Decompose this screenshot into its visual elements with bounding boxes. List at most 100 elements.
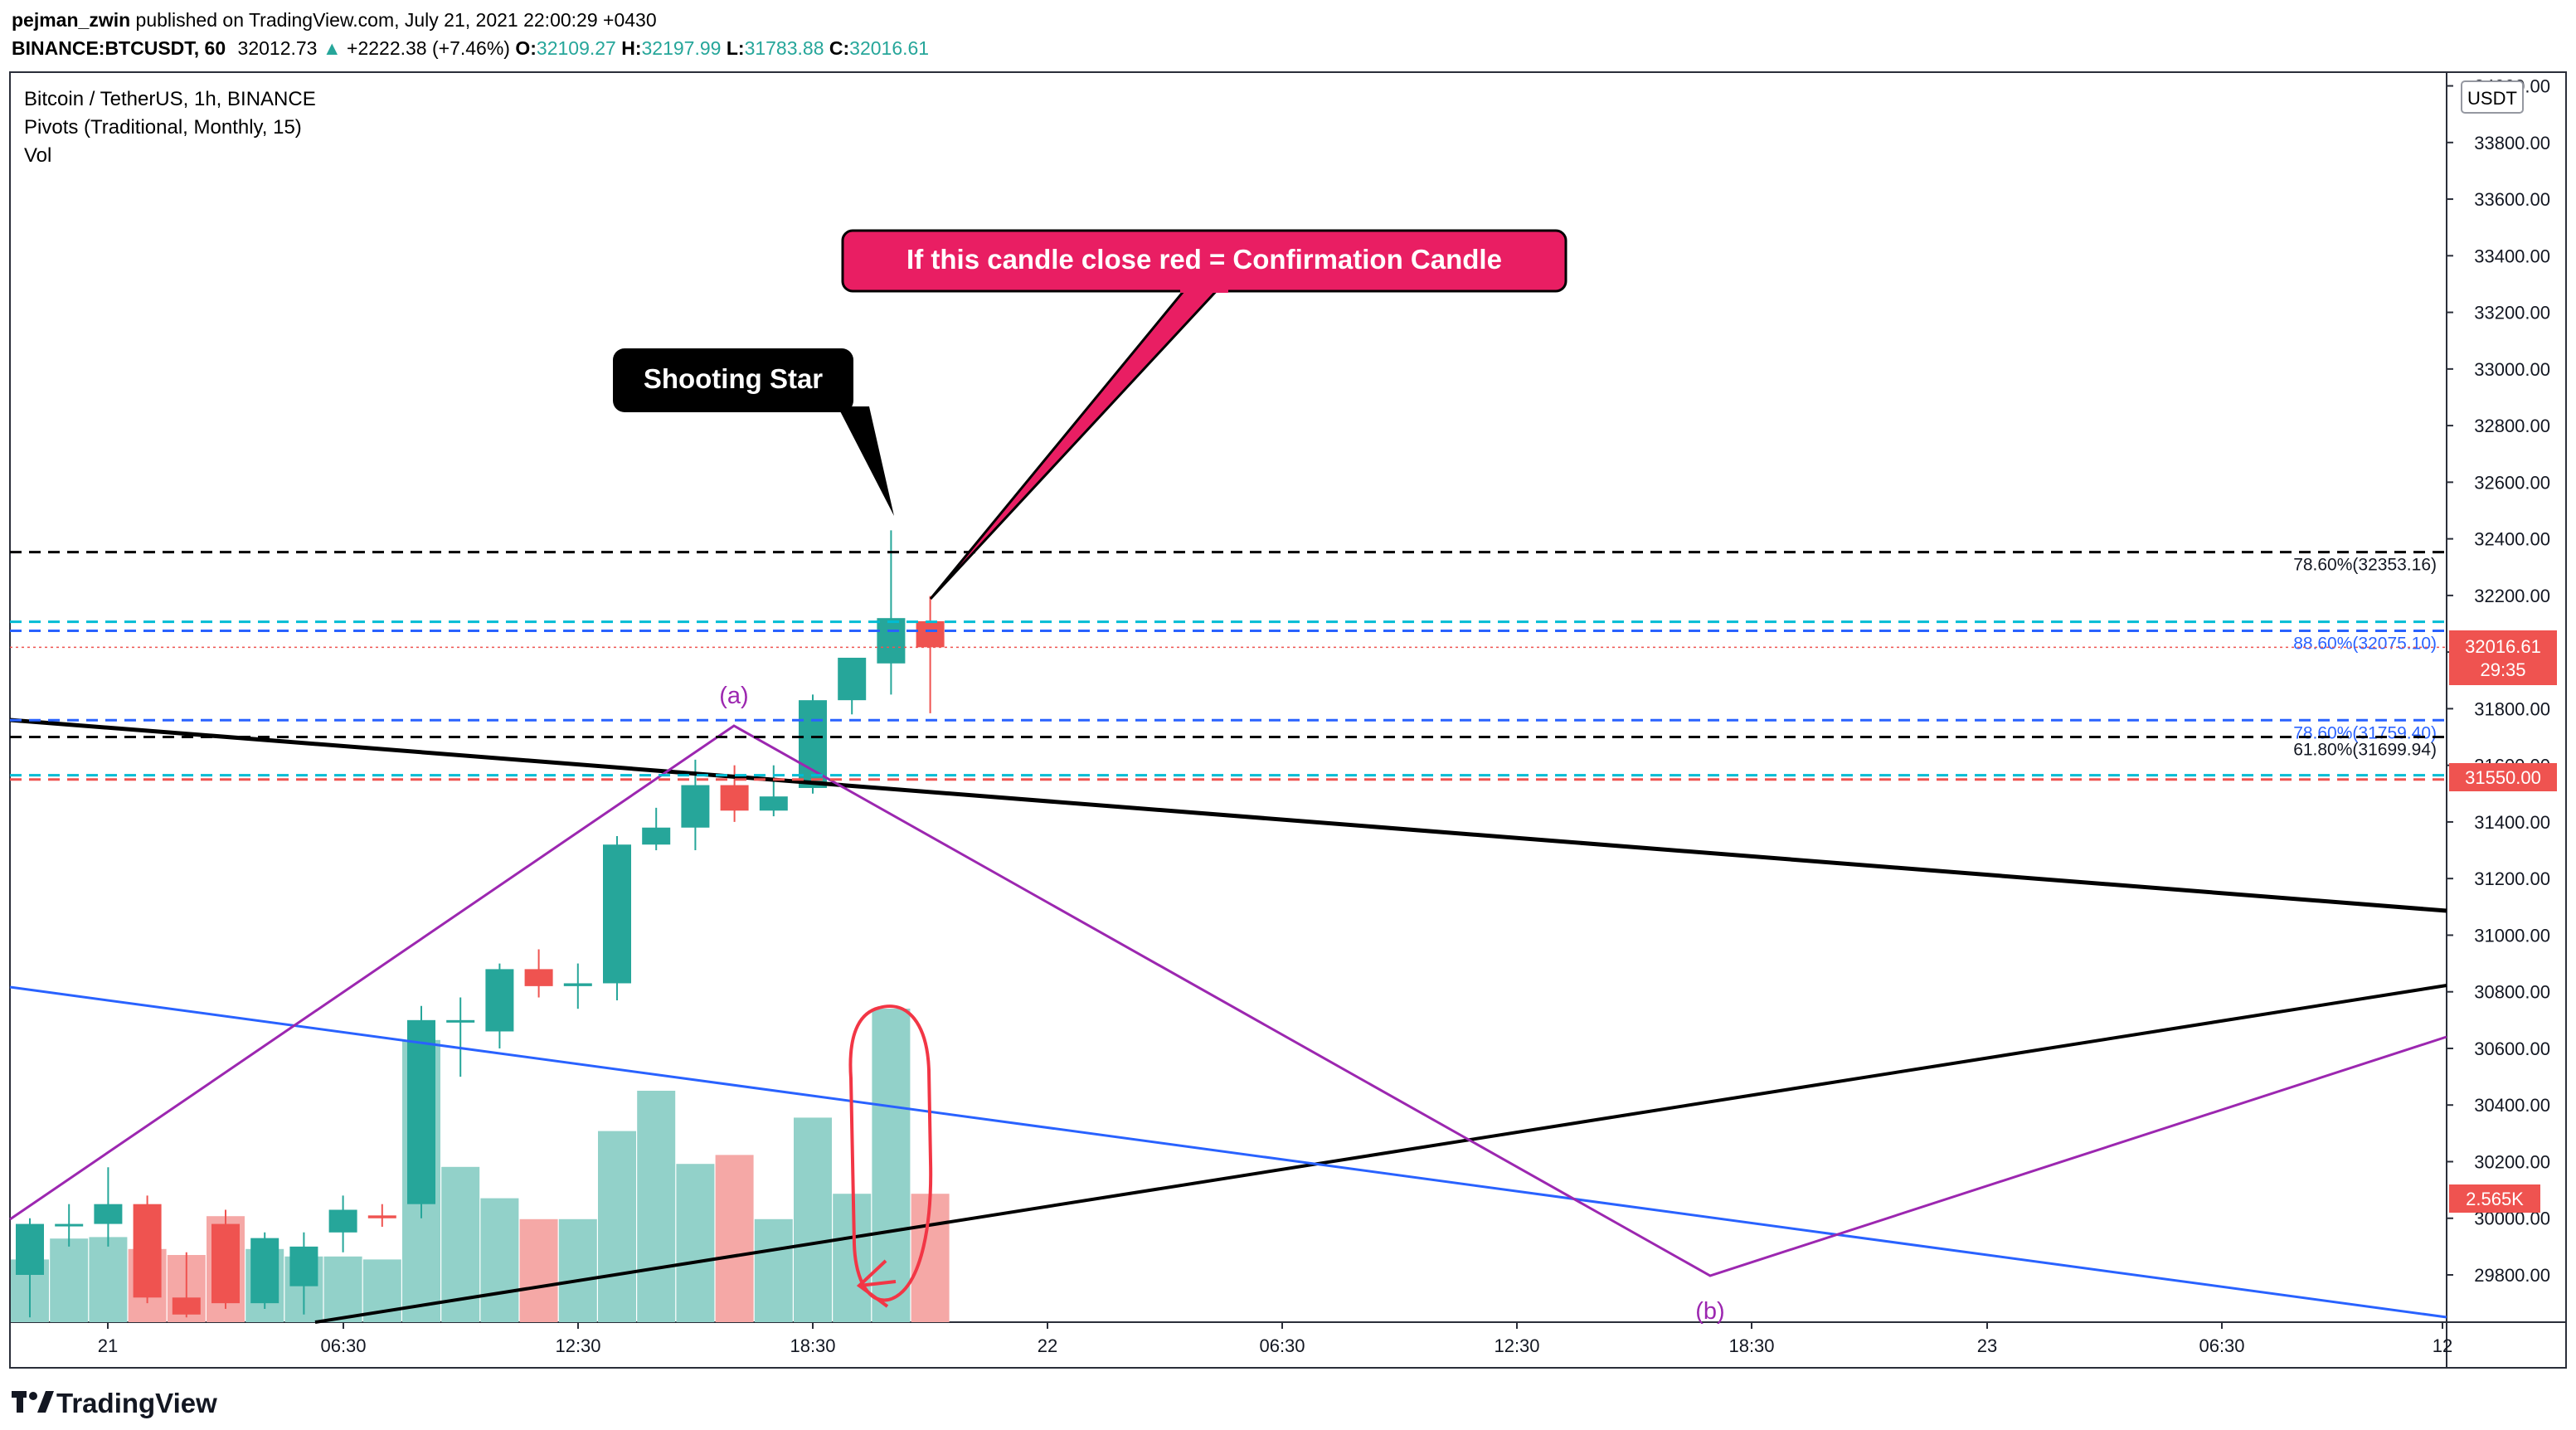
legend-volume[interactable]: Vol: [24, 144, 51, 167]
candle-5: [211, 1209, 240, 1309]
y-tick-label-14: 32600.00: [2474, 472, 2550, 493]
candle-18: [720, 765, 749, 822]
time-axis[interactable]: 21 06:30 12:30 18:30 22 06:30 12:30 18:30 23 06:3…: [98, 1322, 2452, 1356]
last-price-tag-value: 32016.61: [2465, 636, 2541, 657]
candle-body-20: [799, 700, 827, 788]
candle-4: [172, 1252, 201, 1318]
ascending-trend-line: [314, 984, 2447, 1324]
volume-bar-21: [833, 1194, 872, 1322]
high-value: 32197.99: [642, 37, 722, 59]
candle-10: [407, 1005, 435, 1218]
pivot-price-tag-value: 31550.00: [2465, 767, 2541, 788]
candle-body-10: [407, 1019, 435, 1204]
volume-bar-14: [558, 1218, 597, 1322]
tv-logo-mark-stem: [17, 1391, 23, 1413]
volume-tag-value: 2.565K: [2466, 1189, 2524, 1209]
x-tick-label-7: 18:30: [1728, 1335, 1774, 1356]
candle-body-6: [250, 1238, 279, 1304]
close-label: C:: [829, 37, 849, 59]
last-price-tag-bg: [2449, 630, 2557, 685]
y-tick-label-19: 33600.00: [2474, 189, 2550, 210]
volume-bar-19: [754, 1218, 793, 1322]
candle-body-23: [916, 620, 945, 648]
y-tick-label-7: 31200.00: [2474, 868, 2550, 889]
y-tick-label-6: 31000.00: [2474, 925, 2550, 946]
open-label: O:: [515, 37, 537, 59]
level-label-2: 88.60%(32075.10): [2293, 635, 2437, 654]
shooting-star-text: Shooting Star: [644, 363, 823, 394]
y-tick-label-17: 33200.00: [2474, 303, 2550, 323]
shooting-star-callout[interactable]: Shooting Star: [613, 348, 894, 516]
legend-pivots[interactable]: Pivots (Traditional, Monthly, 15): [24, 116, 302, 139]
publisher-line: pejman_zwin published on TradingView.com…: [12, 9, 657, 31]
ohlc-line: BINANCE:BTCUSDT, 60 32012.73 ▲ +2222.38 …: [12, 37, 929, 59]
candle-body-18: [720, 785, 749, 811]
x-tick-label-3: 18:30: [790, 1335, 835, 1356]
y-tick-label-3: 30400.00: [2474, 1095, 2550, 1116]
change-value: +2222.38 (+7.46%): [347, 37, 510, 59]
price-axis[interactable]: 29800.0030000.0030200.0030400.0030600.00…: [2447, 76, 2550, 1286]
candle-body-7: [289, 1246, 318, 1287]
descending-trend-line: [9, 717, 2447, 913]
candle-23: [916, 596, 945, 713]
x-tick-label-9: 06:30: [2199, 1335, 2244, 1356]
tv-logo-slash: [37, 1391, 54, 1413]
x-tick-label-1: 06:30: [320, 1335, 366, 1356]
high-label: H:: [621, 37, 641, 59]
candle-body-16: [642, 827, 671, 845]
candle-9: [367, 1204, 396, 1227]
candle-body-8: [328, 1209, 357, 1233]
volume-bar-18: [715, 1155, 754, 1322]
pivot-price-tag: 31550.00: [2449, 763, 2557, 791]
up-arrow-icon: ▲: [323, 37, 342, 59]
candle-17: [681, 759, 710, 851]
shooting-star-pointer: [838, 406, 894, 516]
y-tick-label-12: 32200.00: [2474, 586, 2550, 606]
candle-body-15: [603, 844, 631, 984]
x-tick-label-0: 21: [98, 1335, 118, 1356]
volume-bar-8: [323, 1256, 362, 1322]
candle-13: [524, 949, 553, 998]
legend-symbol[interactable]: Bitcoin / TetherUS, 1h, BINANCE: [24, 88, 316, 110]
currency-badge[interactable]: [2461, 80, 2524, 114]
brand-name: TradingView: [56, 1388, 217, 1418]
volume-bar-15: [598, 1131, 636, 1322]
candle-body-21: [838, 657, 867, 701]
candle-body-17: [681, 785, 710, 828]
level-label-4: 61.80%(31699.94): [2293, 741, 2437, 760]
last-price-value: 32012.73: [238, 37, 318, 59]
close-value: 32016.61: [849, 37, 929, 59]
x-tick-label-4: 22: [1038, 1335, 1057, 1356]
candle-1: [55, 1204, 84, 1247]
candle-14: [563, 963, 592, 1009]
candle-body-9: [367, 1215, 396, 1218]
candle-body-0: [16, 1223, 44, 1275]
x-tick-label-8: 23: [1977, 1335, 1997, 1356]
candle-body-11: [446, 1019, 475, 1023]
tv-logo-dot: [29, 1392, 37, 1400]
candle-body-12: [485, 969, 514, 1032]
candle-11: [446, 997, 475, 1077]
candle-16: [642, 807, 671, 851]
tradingview-logo[interactable]: TradingView: [12, 1388, 217, 1418]
volume-bar-13: [519, 1218, 558, 1322]
open-value: 32109.27: [537, 37, 616, 59]
candle-12: [485, 963, 514, 1048]
candle-7: [289, 1232, 318, 1315]
volume-tag: 2.565K: [2449, 1184, 2540, 1213]
volume-bar-12: [480, 1198, 519, 1322]
candle-6: [250, 1232, 279, 1309]
chart-legend: Bitcoin / TetherUS, 1h, BINANCE Pivots (…: [24, 88, 316, 167]
x-tick-label-5: 06:30: [1259, 1335, 1305, 1356]
x-tick-label-2: 12:30: [555, 1335, 600, 1356]
confirmation-callout[interactable]: If this candle close red = Confirmation …: [841, 229, 1567, 601]
blue-trend-line: [9, 985, 2447, 1319]
candle-19: [759, 765, 788, 817]
published-text: published on TradingView.com, July 21, 2…: [130, 9, 656, 31]
candle-8: [328, 1195, 357, 1252]
y-tick-label-20: 33800.00: [2474, 133, 2550, 153]
currency-label: USDT: [2467, 88, 2517, 109]
candle-3: [133, 1195, 162, 1304]
y-tick-label-4: 30600.00: [2474, 1038, 2550, 1059]
